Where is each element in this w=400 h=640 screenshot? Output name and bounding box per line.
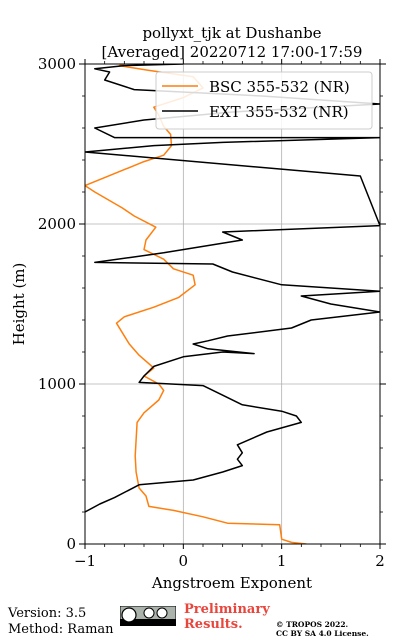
x-tick-label: −1 (74, 552, 96, 570)
x-axis-label: Angstroem Exponent (151, 574, 312, 592)
series-bsc (85, 64, 307, 544)
legend-label-bsc: BSC 355-532 (NR) (209, 78, 350, 96)
version-text: Version: 3.5 (8, 606, 87, 621)
license-text: CC BY SA 4.0 License. (276, 629, 369, 638)
y-tick-label: 2000 (38, 215, 76, 233)
results-label: Results. (184, 617, 243, 632)
x-tick-label: 1 (277, 552, 287, 570)
method-text: Method: Raman (8, 622, 114, 637)
chart-title: pollyxt_tjk at Dushanbe (142, 24, 321, 42)
copyright-text: © TROPOS 2022. (276, 620, 349, 629)
x-tick-label: 0 (179, 552, 189, 570)
legend-label-ext: EXT 355-532 (NR) (209, 103, 349, 121)
series-ext (85, 64, 380, 513)
bsc-line (85, 64, 307, 544)
ext-line (85, 64, 380, 513)
y-axis-label: Height (m) (10, 263, 28, 346)
grid (85, 64, 380, 544)
x-tick-label: 2 (375, 552, 385, 570)
y-tick-label: 0 (66, 535, 76, 553)
cc-by-sa-badge-icon (120, 606, 176, 626)
chart-subtitle: [Averaged] 20220712 17:00-17:59 (102, 43, 363, 61)
legend-box (155, 71, 373, 130)
legend: BSC 355-532 (NR) EXT 355-532 (NR) (155, 71, 373, 130)
plot-frame (84, 63, 381, 545)
preliminary-label: Preliminary (184, 602, 270, 617)
y-tick-label: 1000 (38, 375, 76, 393)
y-tick-label: 3000 (38, 55, 76, 73)
